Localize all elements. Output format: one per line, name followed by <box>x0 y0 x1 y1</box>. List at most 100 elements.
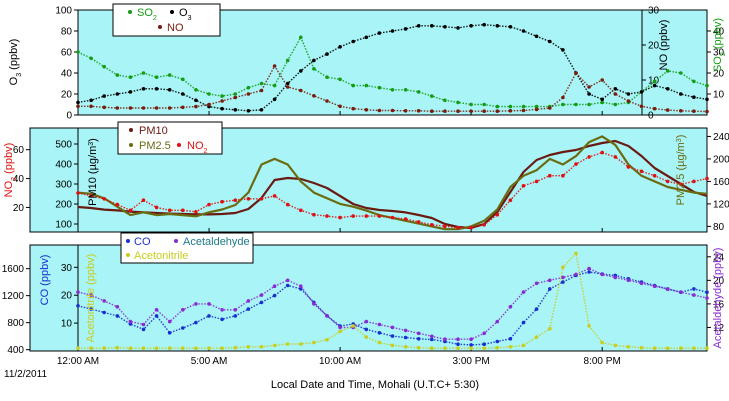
series-co-point <box>220 317 224 322</box>
y-title-no: NO (ppbv) <box>658 20 670 71</box>
o3-axis-tick-label: 20 <box>61 90 73 101</box>
series-so2-point <box>692 79 696 84</box>
series-acetonitrile-point <box>403 345 408 349</box>
series-so2-point <box>665 69 670 73</box>
series-so2-point <box>534 104 539 109</box>
legend-marker-acetaldehyde <box>174 239 178 243</box>
x-axis-title: Local Date and Time, Mohali (U.T.C+ 5:30… <box>271 379 479 391</box>
series-no-point <box>377 108 382 113</box>
series-o3-point <box>259 108 264 112</box>
series-acetonitrile-point <box>652 346 657 351</box>
y-title-o3: O3 (ppbv) <box>8 39 23 86</box>
series-no2-point <box>548 173 552 178</box>
series-acetonitrile-point <box>259 345 264 349</box>
series-no2-point <box>665 179 670 184</box>
y-title-acetaldehyde: Acetaldehyde (ppbv) <box>712 248 724 349</box>
series-co-point <box>115 314 120 318</box>
series-o3-point <box>652 83 657 88</box>
series-no-point <box>548 106 552 110</box>
no-axis-tick-label: 30 <box>648 6 660 17</box>
series-no2-point <box>259 197 264 201</box>
series-o3-point <box>692 95 696 99</box>
series-o3-point <box>561 48 565 52</box>
legend-label-o3: O3 <box>179 7 192 22</box>
series-o3-point <box>154 87 159 91</box>
series-no2-point <box>639 169 644 174</box>
series-o3-point <box>233 108 238 112</box>
x-tick-label: 12:00 AM <box>57 356 99 367</box>
series-acetaldehyde-point <box>299 284 303 289</box>
series-o3-point <box>285 81 290 86</box>
series-acetaldehyde-point <box>508 305 513 309</box>
series-o3-point <box>416 24 421 28</box>
series-acetonitrile-point <box>456 346 460 351</box>
series-o3-point <box>102 94 106 98</box>
series-acetonitrile-point <box>469 346 473 351</box>
series-no-point <box>679 109 683 113</box>
series-o3-point <box>377 31 382 35</box>
series-no-point <box>89 104 93 109</box>
series-acetaldehyde-point <box>416 331 421 336</box>
series-no2-point <box>600 150 604 155</box>
series-co-point <box>167 331 172 335</box>
series-co-point <box>430 337 434 342</box>
acetaldehyde-axis-tick-label: 24 <box>713 252 725 263</box>
series-no-point <box>443 109 447 113</box>
series-acetonitrile-point <box>181 346 185 351</box>
series-co-point <box>272 293 277 298</box>
series-no-point <box>246 92 251 96</box>
pm25-axis-tick-label: 160 <box>713 177 729 188</box>
series-no-point <box>102 105 106 110</box>
series-so2-point <box>154 75 159 79</box>
series-acetaldehyde-point <box>285 278 290 283</box>
series-so2-point <box>443 98 447 103</box>
so2-axis-tick-label: 20 <box>713 69 725 80</box>
series-no-point <box>692 109 696 113</box>
pm25-axis-tick-label: 200 <box>713 154 729 165</box>
series-acetonitrile-point <box>626 345 631 349</box>
series-so2-point <box>403 88 408 92</box>
series-acetonitrile-point <box>600 340 604 345</box>
series-o3-point <box>587 92 591 96</box>
series-co-point <box>154 314 159 318</box>
series-no-point <box>403 109 408 113</box>
acetonitrile-axis-tick-label: 10 <box>61 319 73 330</box>
series-o3-point <box>600 97 604 102</box>
series-acetonitrile-point <box>495 345 500 350</box>
series-no-point <box>652 106 657 111</box>
series-acetaldehyde-point <box>548 278 552 283</box>
co-axis-tick-label: 1600 <box>2 264 25 275</box>
legend-label-pm25: PM2.5 <box>139 140 171 152</box>
series-acetonitrile-point <box>482 346 487 351</box>
series-so2-point <box>390 88 395 92</box>
series-o3-point <box>364 35 369 40</box>
series-co-point <box>233 314 238 318</box>
series-acetaldehyde-point <box>207 302 211 306</box>
series-no2-point <box>587 155 591 159</box>
series-acetaldehyde-point <box>679 290 683 294</box>
series-co-point <box>587 270 591 274</box>
series-acetaldehyde-point <box>194 302 198 306</box>
pm25-axis-tick-label: 120 <box>713 199 729 210</box>
series-co-point <box>194 320 198 325</box>
series-no-point <box>534 107 539 112</box>
series-no2-point <box>469 225 473 230</box>
series-no-point <box>574 71 578 75</box>
pm10-axis-tick-label: 100 <box>55 220 72 231</box>
series-acetaldehyde-point <box>587 266 591 271</box>
series-co-point <box>692 287 696 291</box>
series-o3-point <box>469 24 473 28</box>
series-acetonitrile-point <box>272 343 277 348</box>
series-acetaldehyde-point <box>364 319 369 324</box>
series-no-point <box>626 99 631 103</box>
series-acetaldehyde-point <box>181 308 185 312</box>
co-axis-tick-label: 1200 <box>2 291 25 302</box>
series-so2-point <box>521 104 526 109</box>
series-no-point <box>325 99 329 103</box>
legend-marker-co <box>126 239 130 243</box>
series-co-point <box>390 334 395 338</box>
legend-marker-pm10 <box>129 128 133 132</box>
series-so2-point <box>469 102 473 107</box>
series-no2-point <box>561 173 565 178</box>
series-o3-point <box>351 39 356 44</box>
